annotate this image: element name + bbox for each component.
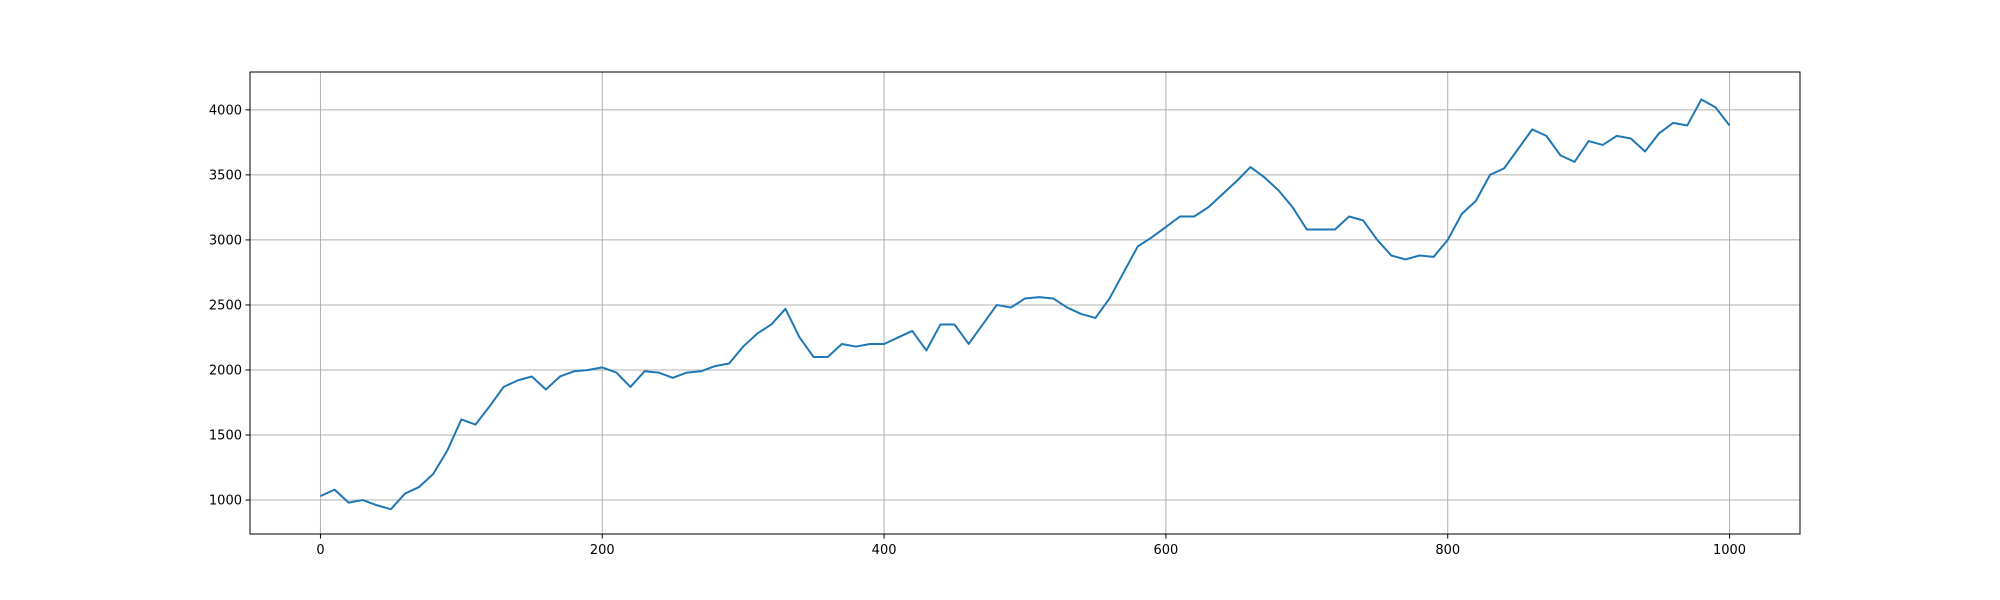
y-tick-label: 2500 [209,298,242,313]
y-tick-label: 3500 [209,168,242,183]
x-tick-label: 400 [872,543,897,558]
x-tick-label: 0 [316,543,324,558]
y-tick-label: 3000 [209,233,242,248]
x-tick-label: 1000 [1713,543,1746,558]
y-tick-label: 1500 [209,429,242,444]
data-line [320,98,1731,511]
plot-frame [249,71,1801,535]
x-tick-label: 600 [1153,543,1178,558]
y-tick-label: 1000 [209,494,242,509]
x-tick-label: 800 [1435,543,1460,558]
y-tick-label: 2000 [209,363,242,378]
y-tick-label: 4000 [209,103,242,118]
x-tick-label: 200 [590,543,615,558]
